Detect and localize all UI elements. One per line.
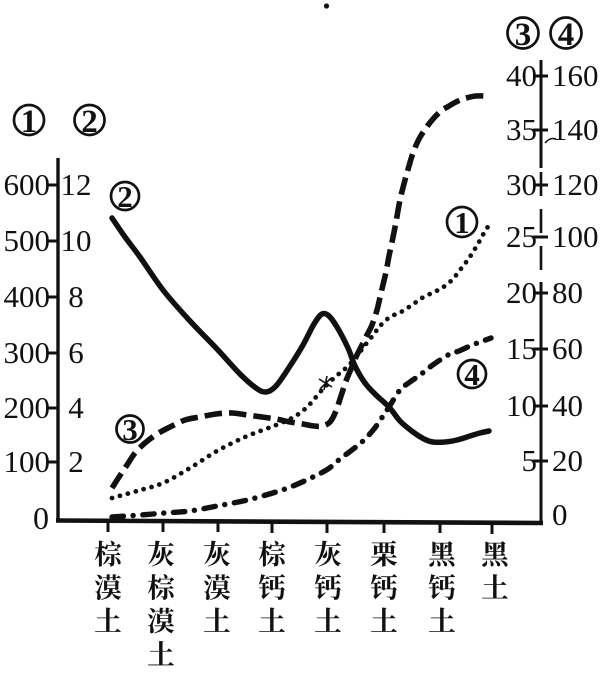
svg-text:120: 120 (552, 167, 599, 202)
svg-text:100: 100 (4, 444, 51, 479)
svg-text:60: 60 (552, 331, 583, 366)
svg-text:600: 600 (4, 167, 51, 202)
svg-text:2: 2 (68, 444, 84, 479)
svg-text:10: 10 (506, 388, 537, 423)
svg-text:5: 5 (522, 443, 538, 478)
svg-text:25: 25 (506, 219, 537, 254)
svg-text:400: 400 (4, 279, 51, 314)
svg-text:2: 2 (117, 179, 133, 214)
svg-text:1: 1 (21, 104, 38, 140)
svg-text:15: 15 (506, 331, 537, 366)
svg-text:80: 80 (552, 275, 583, 310)
svg-text:0: 0 (33, 500, 49, 536)
svg-text:40: 40 (552, 388, 583, 423)
svg-text:12: 12 (61, 167, 92, 202)
svg-text:2: 2 (81, 104, 98, 140)
svg-text:160: 160 (552, 58, 599, 93)
svg-text:20: 20 (506, 275, 537, 310)
svg-text:3: 3 (122, 412, 138, 447)
svg-text:20: 20 (552, 443, 583, 478)
svg-text:4: 4 (68, 390, 84, 425)
svg-text:4: 4 (464, 357, 480, 392)
svg-text:4: 4 (558, 17, 575, 53)
svg-text:300: 300 (4, 335, 51, 370)
svg-text:100: 100 (552, 219, 599, 254)
svg-text:500: 500 (4, 223, 51, 258)
svg-text:30: 30 (506, 167, 537, 202)
svg-text:140: 140 (552, 112, 599, 147)
svg-text:3: 3 (515, 17, 532, 53)
svg-text:35: 35 (506, 112, 537, 147)
svg-text:200: 200 (4, 390, 51, 425)
svg-text:1: 1 (454, 205, 470, 240)
svg-text:40: 40 (506, 58, 537, 93)
svg-text:10: 10 (61, 223, 92, 258)
svg-text:0: 0 (552, 497, 568, 532)
svg-text:8: 8 (68, 279, 84, 314)
svg-text:6: 6 (68, 335, 84, 370)
